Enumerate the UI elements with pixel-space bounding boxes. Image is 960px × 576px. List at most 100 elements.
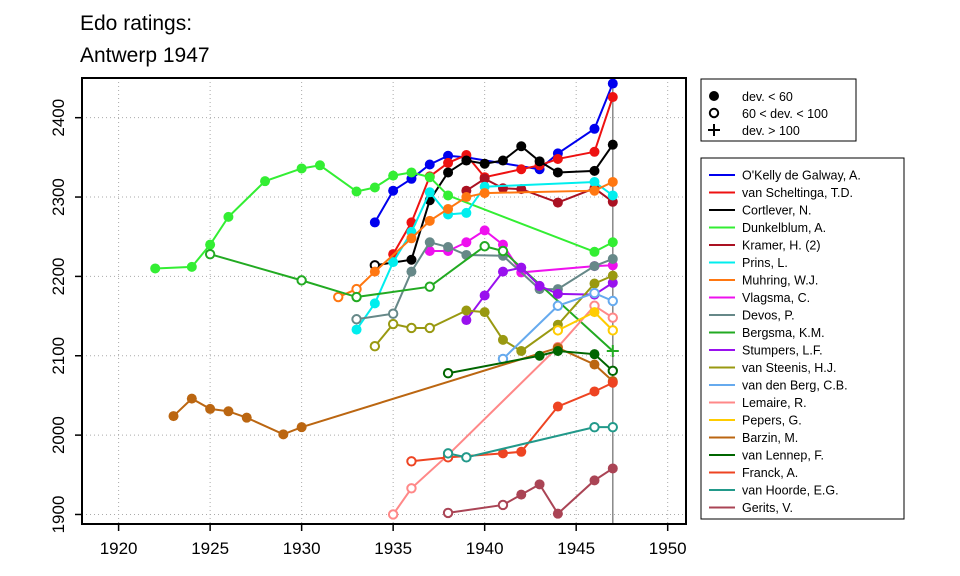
marker-legend-item: dev. < 60 (709, 90, 793, 104)
series-legend-item: van Steenis, H.J. (709, 361, 837, 375)
data-point (607, 139, 618, 150)
series-legend: O'Kelly de Galway, A. van Scheltinga, T.D… (700, 157, 905, 520)
plot-frame (81, 77, 687, 525)
data-point (369, 182, 380, 193)
y-tick-label: 1900 (49, 496, 68, 534)
x-tick-label: 1935 (374, 539, 412, 558)
gridlines (82, 78, 686, 524)
series-line (373, 83, 614, 223)
series-legend-label: Barzin, M. (742, 431, 798, 445)
series-line (337, 181, 614, 298)
series-legend-item: Stumpers, L.F. (709, 344, 823, 358)
series-15 (552, 307, 618, 336)
data-point (479, 188, 490, 199)
data-point (497, 448, 508, 459)
data-point (388, 170, 399, 181)
series-7 (333, 176, 618, 303)
data-point (186, 261, 197, 272)
data-point (479, 158, 490, 169)
data-point (607, 295, 618, 307)
data-point (333, 291, 344, 303)
series-legend-item: Gerits, V. (709, 501, 793, 515)
x-tick-label: 1920 (100, 539, 138, 558)
data-point (406, 483, 417, 494)
y-axis: 1900 2000 2100 2200 2300 2400 (49, 99, 82, 534)
data-point (497, 155, 508, 166)
y-tick-label: 2000 (49, 416, 68, 454)
marker-legend-label: 60 < dev. < 100 (742, 107, 828, 121)
data-point (589, 246, 600, 257)
series-legend-label: Pepers, G. (742, 414, 802, 428)
series-legend-label: Devos, P. (742, 309, 795, 323)
data-point (296, 422, 307, 433)
series-legend-label: Bergsma, K.M. (742, 326, 825, 340)
series-legend-label: Franck, A. (742, 466, 798, 480)
marker-legend-box (700, 78, 857, 142)
data-point (443, 167, 454, 178)
data-point (497, 334, 508, 345)
data-point (424, 281, 435, 292)
data-point (497, 499, 509, 511)
data-point (387, 509, 399, 520)
series-layer (150, 78, 619, 520)
data-point (607, 377, 618, 388)
series-legend-item: Kramer, H. (2) (709, 239, 821, 253)
data-point (534, 280, 545, 291)
data-point (461, 315, 472, 326)
data-point (278, 429, 289, 440)
data-point (552, 197, 563, 208)
data-point (443, 203, 454, 214)
data-point (442, 448, 454, 459)
data-point (406, 456, 417, 467)
series-legend-item: van Hoorde, E.G. (709, 484, 839, 498)
data-point (552, 401, 563, 412)
data-point (369, 298, 380, 309)
data-point (552, 167, 563, 178)
series-legend-label: Cortlever, N. (742, 204, 811, 218)
series-legend-item: Lemaire, R. (709, 396, 807, 410)
series-legend-label: van den Berg, C.B. (742, 379, 848, 393)
marker-legend-item: dev. > 100 (708, 124, 800, 138)
data-point (424, 237, 435, 248)
series-line (447, 467, 614, 516)
data-point (589, 475, 600, 486)
series-legend-item: van den Berg, C.B. (709, 379, 848, 393)
series-legend-label: Prins, L. (742, 256, 788, 270)
data-point (406, 266, 417, 277)
series-legend-label: van Hoorde, E.G. (742, 484, 839, 498)
data-point (589, 307, 600, 318)
data-point (516, 141, 527, 152)
data-point (387, 318, 399, 330)
marker-legend-item: 60 < dev. < 100 (708, 107, 828, 121)
data-point (369, 341, 381, 352)
data-point (589, 165, 600, 176)
data-point (497, 266, 508, 277)
data-point (223, 211, 234, 222)
data-point (461, 305, 472, 316)
chart-title-line-2: Antwerp 1947 (80, 44, 210, 67)
data-point (534, 156, 545, 167)
data-point (443, 190, 454, 201)
y-tick-label: 2400 (49, 99, 68, 137)
data-point (461, 237, 472, 248)
series-legend-item: Devos, P. (709, 309, 795, 323)
data-point (461, 249, 472, 260)
data-point (589, 386, 600, 397)
data-point (388, 185, 399, 196)
data-point (351, 186, 362, 197)
series-line (172, 346, 614, 436)
data-point (168, 411, 179, 422)
data-point (204, 248, 216, 260)
data-point (406, 254, 417, 265)
data-point (186, 393, 197, 404)
data-point (708, 124, 720, 136)
data-point (443, 242, 454, 253)
series-line (447, 426, 613, 459)
data-point (351, 291, 362, 303)
series-legend-label: O'Kelly de Galway, A. (742, 169, 861, 183)
data-point (351, 324, 362, 335)
series-1 (369, 78, 618, 228)
data-point (406, 233, 417, 244)
series-legend-item: van Scheltinga, T.D. (709, 186, 853, 200)
